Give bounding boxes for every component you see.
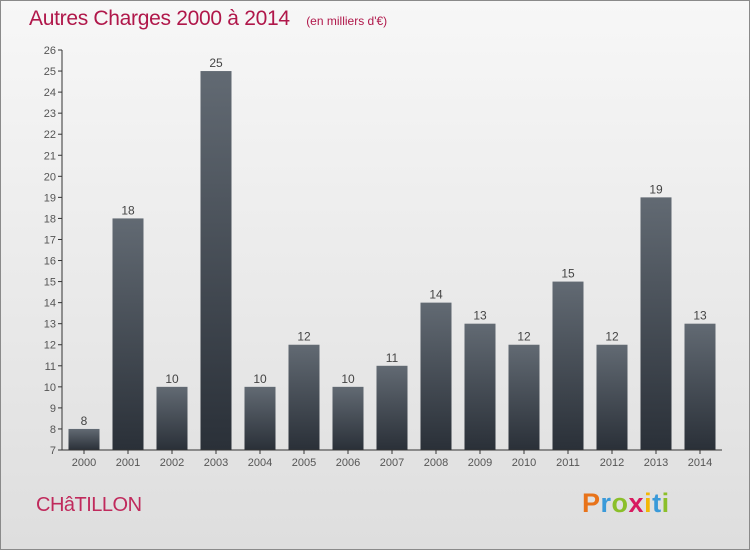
- y-tick-label: 15: [44, 277, 56, 289]
- y-tick-label: 26: [44, 45, 56, 57]
- bar-value-label: 10: [253, 372, 267, 386]
- bar: [552, 281, 584, 450]
- y-tick-label: 11: [45, 361, 56, 373]
- brand-letter: P: [582, 488, 601, 518]
- y-tick-label: 14: [44, 298, 56, 310]
- y-tick-label: 13: [44, 319, 56, 331]
- x-tick-label: 2010: [512, 457, 536, 469]
- bar-value-label: 25: [209, 56, 223, 70]
- y-tick-label: 7: [50, 445, 56, 457]
- y-tick-label: 20: [44, 171, 56, 183]
- bar-value-label: 13: [473, 309, 487, 323]
- brand-letter: i: [644, 488, 653, 518]
- bar-value-label: 11: [386, 351, 399, 365]
- bar: [332, 386, 364, 450]
- x-tick-label: 2006: [336, 457, 360, 469]
- y-tick-label: 25: [44, 66, 56, 78]
- bar-value-label: 10: [165, 372, 179, 386]
- bar: [112, 218, 144, 450]
- y-tick-label: 22: [44, 129, 56, 141]
- chart-header: Autres Charges 2000 à 2014 (en milliers …: [29, 7, 387, 31]
- bar: [156, 386, 188, 450]
- bar: [376, 365, 408, 450]
- bar-value-label: 19: [649, 182, 663, 196]
- x-tick-label: 2000: [72, 457, 96, 469]
- y-tick-label: 8: [50, 424, 56, 436]
- brand-logo: Proxiti: [582, 488, 670, 519]
- chart-title: Autres Charges 2000 à 2014: [29, 7, 290, 30]
- y-axis: 7 8 9 10 11 12 13 14 15 16 17 18 19 20 21 22 23 24 25 26: [44, 45, 63, 457]
- bar-value-label: 12: [605, 330, 619, 344]
- x-tick-label: 2003: [204, 457, 228, 469]
- bar-value-label: 14: [429, 288, 443, 302]
- bar: [244, 386, 276, 450]
- x-tick-label: 2011: [556, 457, 580, 469]
- y-tick-label: 24: [44, 87, 56, 99]
- bar: [508, 344, 540, 450]
- y-tick-label: 9: [50, 403, 56, 415]
- x-tick-label: 2012: [600, 457, 624, 469]
- y-tick-label: 12: [44, 340, 56, 352]
- x-tick-label: 2007: [380, 457, 404, 469]
- x-tick-label: 2013: [644, 457, 668, 469]
- bar-value-label: 12: [517, 330, 531, 344]
- x-tick-label: 2008: [424, 457, 448, 469]
- bar: [420, 302, 452, 450]
- brand-letter: x: [628, 488, 645, 518]
- y-tick-label: 16: [44, 256, 56, 268]
- x-tick-label: 2002: [160, 457, 184, 469]
- brand-letter: t: [652, 488, 662, 518]
- x-tick-label: 2009: [468, 457, 492, 469]
- bar: [464, 323, 496, 450]
- y-tick-label: 17: [44, 234, 56, 246]
- y-tick-label: 19: [44, 192, 56, 204]
- bar: [640, 197, 672, 450]
- brand-letter: i: [661, 488, 670, 518]
- chart-unit: (en milliers d'€): [306, 14, 388, 28]
- bar: [68, 428, 100, 450]
- bar: [200, 71, 232, 450]
- y-tick-label: 23: [44, 108, 56, 120]
- x-tick-label: 2001: [116, 457, 140, 469]
- bars: 8 18 10 25 10 12 10 11 14 13 12 15 12 19 13: [68, 56, 716, 450]
- bar-value-label: 15: [561, 267, 575, 281]
- bar-value-label: 12: [297, 330, 311, 344]
- bar-value-label: 10: [341, 372, 355, 386]
- bar-value-label: 18: [121, 203, 135, 217]
- bar-value-label: 13: [693, 309, 707, 323]
- y-tick-label: 10: [44, 382, 56, 394]
- x-axis: 2000 2001 2002 2003 2004 2005 2006 2007 2008 2009…: [62, 449, 722, 469]
- brand-letter: o: [611, 488, 629, 518]
- location-name: CHâTILLON: [36, 494, 142, 516]
- y-tick-label: 21: [44, 150, 56, 162]
- bar: [684, 323, 716, 450]
- x-tick-label: 2005: [292, 457, 316, 469]
- bar: [596, 344, 628, 450]
- y-tick-label: 18: [44, 213, 56, 225]
- bar-value-label: 8: [81, 414, 88, 428]
- brand-letter: r: [600, 488, 612, 518]
- x-tick-label: 2004: [248, 457, 272, 469]
- x-tick-label: 2014: [688, 457, 712, 469]
- bar: [288, 344, 320, 450]
